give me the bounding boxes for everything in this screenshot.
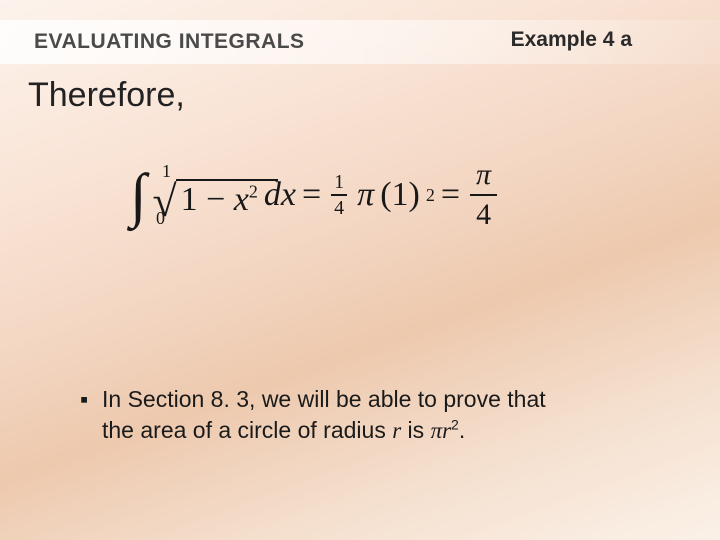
fraction-pi-over-4: π 4 bbox=[470, 160, 497, 230]
paren-exp: 2 bbox=[426, 185, 435, 206]
lead-text: Therefore, bbox=[28, 76, 185, 115]
bullet-r2: r bbox=[442, 418, 451, 443]
bullet-r1: r bbox=[392, 418, 401, 443]
radicand-left: 1 − bbox=[181, 181, 234, 218]
dx: dx bbox=[264, 176, 296, 214]
frac2-num: π bbox=[470, 160, 497, 194]
section-title: EVALUATING INTEGRALS bbox=[0, 30, 305, 54]
example-label: Example 4 a bbox=[511, 28, 632, 52]
square-root: √ 1 − x2 bbox=[152, 171, 257, 219]
sqrt-bar bbox=[176, 179, 278, 181]
bullet-end: . bbox=[459, 417, 465, 443]
bullet-block: ▪ In Section 8. 3, we will be able to pr… bbox=[80, 384, 660, 446]
bullet-row: ▪ In Section 8. 3, we will be able to pr… bbox=[80, 384, 660, 446]
equals-2: = bbox=[441, 176, 460, 214]
bullet-pi: π bbox=[431, 418, 443, 443]
bullet-line1: In Section 8. 3, we will be able to prov… bbox=[102, 386, 546, 412]
bullet-exp: 2 bbox=[451, 416, 459, 432]
paren-one: (1) bbox=[380, 176, 420, 214]
bullet-line2a: the area of a circle of radius bbox=[102, 417, 392, 443]
equation: ∫ 1 0 √ 1 − x2 dx = 1 4 π (1)2 = π 4 bbox=[130, 160, 501, 230]
integral-symbol: ∫ 1 0 bbox=[130, 165, 146, 225]
equals-1: = bbox=[302, 176, 321, 214]
sqrt-sign: √ bbox=[152, 184, 176, 219]
radicand-exp: 2 bbox=[249, 182, 258, 202]
bullet-marker: ▪ bbox=[80, 384, 102, 446]
radicand-var: x bbox=[234, 181, 249, 218]
frac2-den: 4 bbox=[470, 194, 497, 230]
frac1-den: 4 bbox=[331, 194, 347, 218]
pi-1: π bbox=[357, 176, 374, 214]
frac1-num: 1 bbox=[331, 172, 347, 194]
integral-glyph: ∫ bbox=[130, 165, 146, 225]
bullet-line2b: is bbox=[401, 417, 430, 443]
fraction-quarter: 1 4 bbox=[331, 172, 347, 218]
slide: EVALUATING INTEGRALS Example 4 a Therefo… bbox=[0, 0, 720, 540]
bullet-text: In Section 8. 3, we will be able to prov… bbox=[102, 384, 546, 446]
